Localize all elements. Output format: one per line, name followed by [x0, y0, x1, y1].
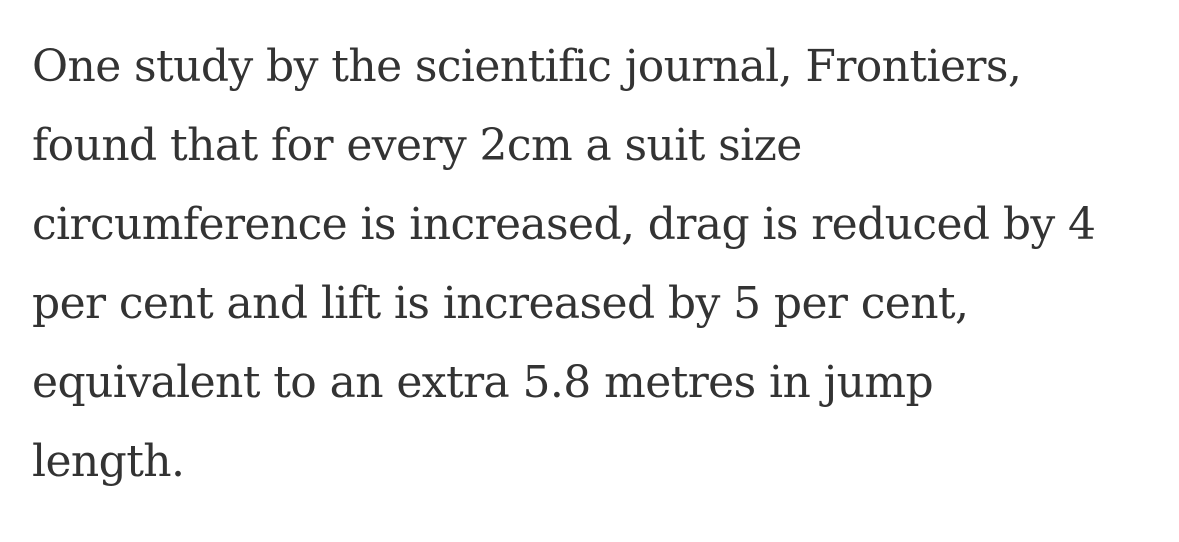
paragraph-line: found that for every 2cm a suit size: [32, 120, 802, 171]
paragraph-line: per cent and lift is increased by 5 per …: [32, 278, 969, 329]
paragraph-line: equivalent to an extra 5.8 metres in jum…: [32, 357, 934, 408]
paragraph-line: circumference is increased, drag is redu…: [32, 199, 1096, 250]
article-paragraph: One study by the scientific journal, Fro…: [32, 27, 1096, 501]
paragraph-line: One study by the scientific journal, Fro…: [32, 41, 1022, 92]
paragraph-line: length.: [32, 436, 185, 487]
